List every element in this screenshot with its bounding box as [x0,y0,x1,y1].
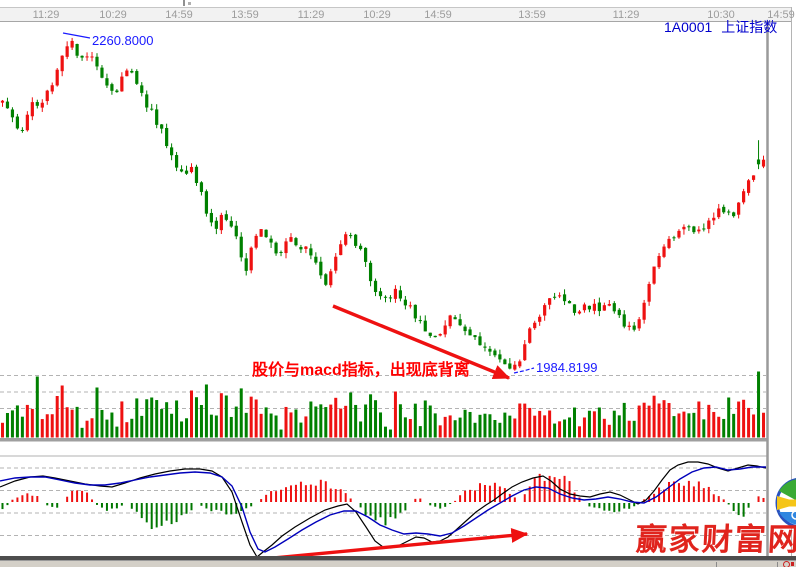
time-axis-label: 14:59 [165,9,193,21]
status-quote-mark [791,562,794,566]
time-axis-label: 10:29 [363,9,391,21]
status-separator [777,562,778,567]
scroll-position-tick [183,0,185,6]
divergence-note: 股价与macd指标，出现底背离 [252,362,470,379]
time-axis-label: 14:59 [424,9,452,21]
quote-label[interactable]: 1A0001 上证指数 [664,17,790,37]
time-axis-label: 11:29 [297,9,325,21]
time-axis-label: 13:59 [518,9,546,21]
time-axis-label: 14:59 [767,9,795,21]
time-axis-label: 10:29 [99,9,127,21]
time-axis-label: 10:30 [707,9,735,21]
time-axis-label: 11:29 [32,9,60,21]
quote-name: 上证指数 [721,19,778,35]
site-logo-icon [775,478,796,528]
low-price-annotation: 1984.8199 [536,360,598,375]
watermark-text: 赢家财富网 [634,522,796,558]
peak-price-annotation: 2260.8000 [92,33,154,48]
scroll-position-dot [188,2,191,5]
time-axis: 11:29 10:29 14:59 13:59 11:29 10:29 14:59 13:59… [0,7,795,22]
status-separator [716,562,717,567]
time-axis-label: 11:29 [612,9,640,21]
quote-code: 1A0001 [664,19,713,35]
pane-bottom-border [0,556,796,560]
time-axis-label: 13:59 [231,9,259,21]
status-alert-icon[interactable] [783,561,790,567]
status-bar [0,560,796,567]
